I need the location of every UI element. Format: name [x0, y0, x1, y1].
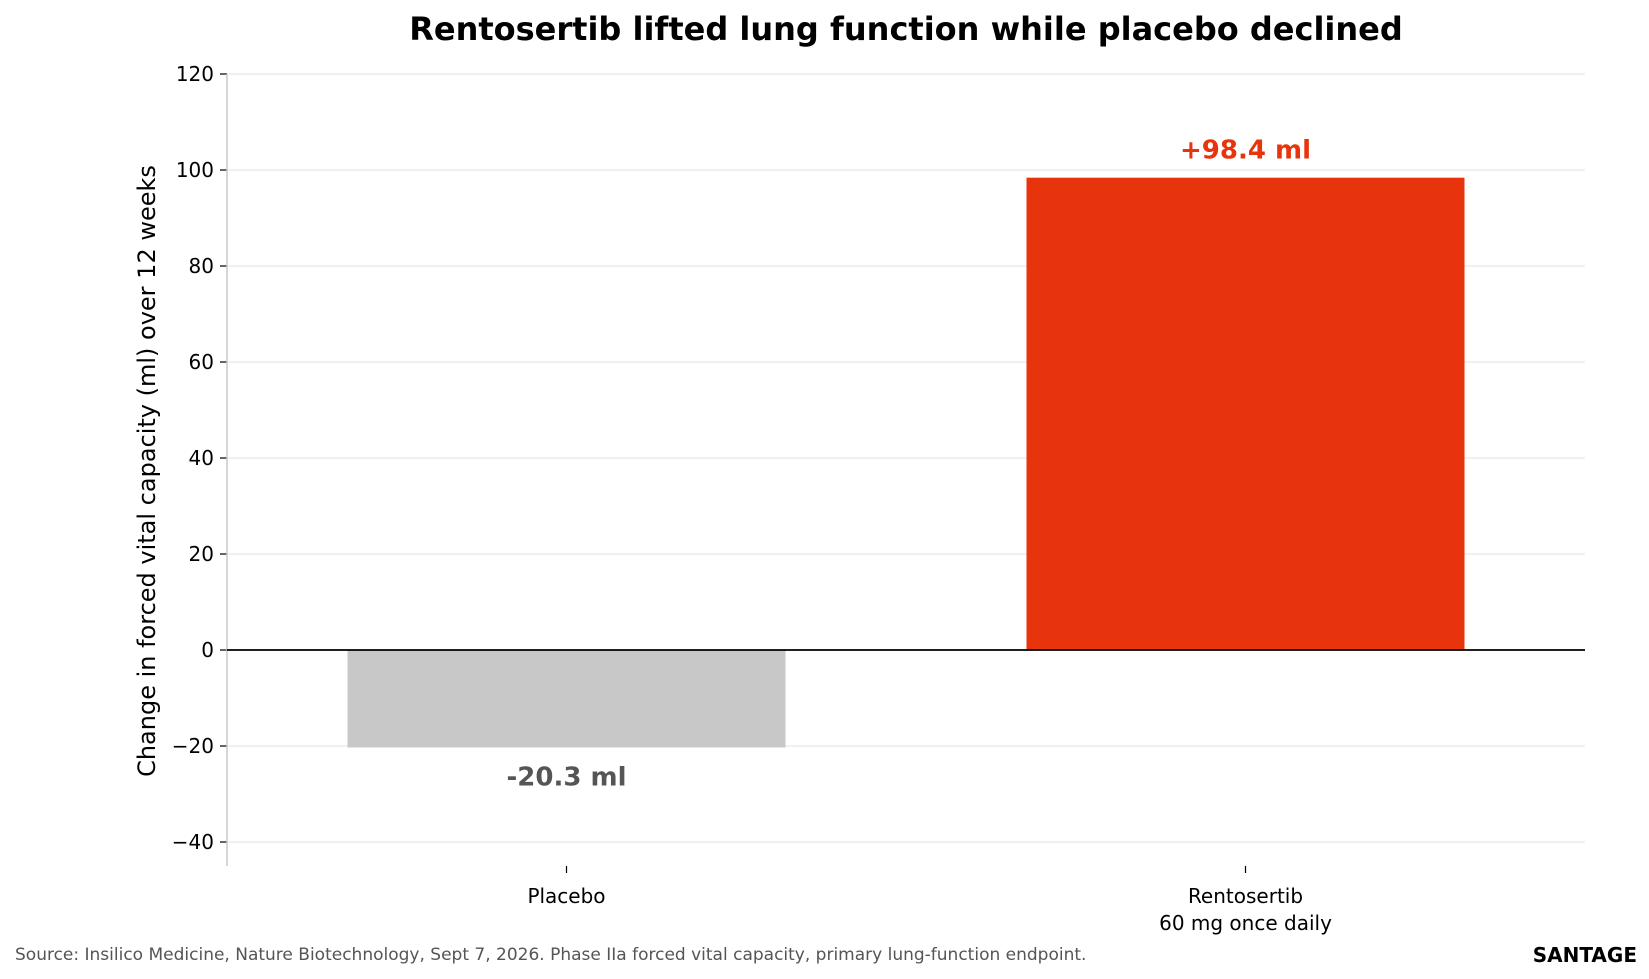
axes	[220, 73, 1585, 873]
y-tick-label: 60	[189, 350, 214, 374]
x-tick-labels: Placebo Rentosertib 60 mg once daily	[527, 884, 1332, 935]
brand-wordmark: SANTAGE	[1533, 943, 1637, 967]
y-tick-label: 80	[189, 254, 214, 278]
source-note: Source: Insilico Medicine, Nature Biotec…	[15, 945, 1086, 965]
bar-1	[1026, 177, 1465, 650]
x-tick-label: 60 mg once daily	[1159, 911, 1332, 935]
y-tick-label: 0	[201, 638, 214, 662]
y-tick-labels: −40 −20 0 20 40 60 80 100 120	[172, 62, 214, 854]
y-tick-label: 20	[189, 542, 214, 566]
bar-0	[347, 650, 786, 748]
y-tick-label: 100	[176, 158, 214, 182]
bars	[347, 177, 1465, 748]
x-tick-label: Placebo	[527, 884, 605, 908]
y-axis-label: Change in forced vital capacity (ml) ove…	[133, 165, 161, 777]
y-tick-label: 40	[189, 446, 214, 470]
data-label-1: +98.4 ml	[1180, 136, 1311, 166]
y-tick-label: −40	[172, 830, 214, 854]
y-tick-label: −20	[172, 734, 214, 758]
x-tick-label: Rentosertib	[1188, 884, 1303, 908]
data-labels: -20.3 ml +98.4 ml	[507, 136, 1312, 793]
data-label-0: -20.3 ml	[507, 762, 627, 792]
chart-title: Rentosertib lifted lung function while p…	[409, 10, 1403, 48]
y-tick-label: 120	[176, 62, 214, 86]
